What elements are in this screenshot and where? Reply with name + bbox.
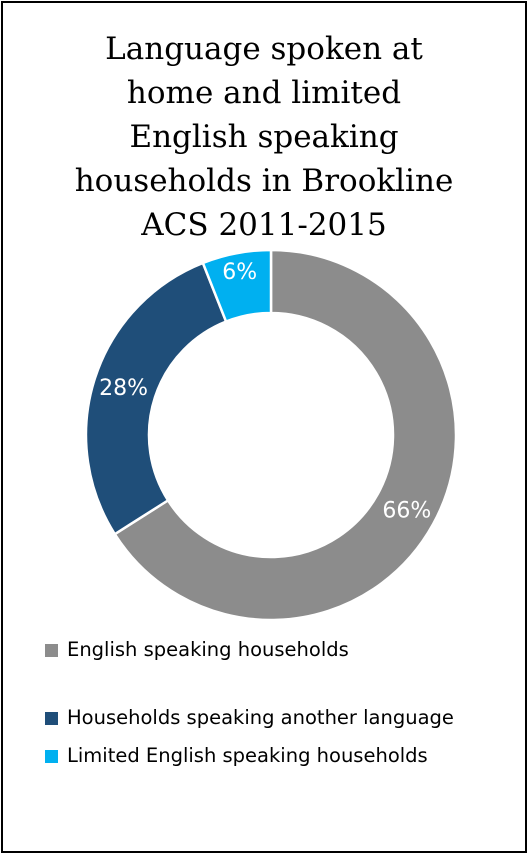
label-limited-english-pct: 6% [222,260,257,285]
slice-other-language [84,261,228,536]
chart-legend: English speaking households Households s… [43,635,523,771]
label-other-language-pct: 28% [99,376,148,401]
legend-swatch [45,644,58,657]
donut-chart: 66% 28% 6% [84,248,458,622]
chart-title-line: home and limited [126,75,402,111]
legend-item-limited-english: Limited English speaking households [43,741,523,771]
slice-english [113,248,458,622]
chart-title-line: ACS 2011-2015 [141,207,387,243]
chart-title-line: households in Brookline [74,163,454,199]
legend-item-other-language: Households speaking another language [43,703,523,733]
chart-title-line: Language spoken at [105,31,423,67]
chart-title-line: English speaking [129,119,399,155]
legend-item-english: English speaking households [43,635,523,665]
legend-swatch [45,750,58,763]
legend-swatch [45,712,58,725]
legend-label: Households speaking another language [67,706,454,729]
legend-label: English speaking households [67,638,349,661]
chart-title: Language spoken at home and limited Engl… [13,27,515,247]
legend-label: Limited English speaking households [67,744,428,767]
label-english-pct: 66% [382,499,431,524]
slice-limited-english [201,248,273,324]
